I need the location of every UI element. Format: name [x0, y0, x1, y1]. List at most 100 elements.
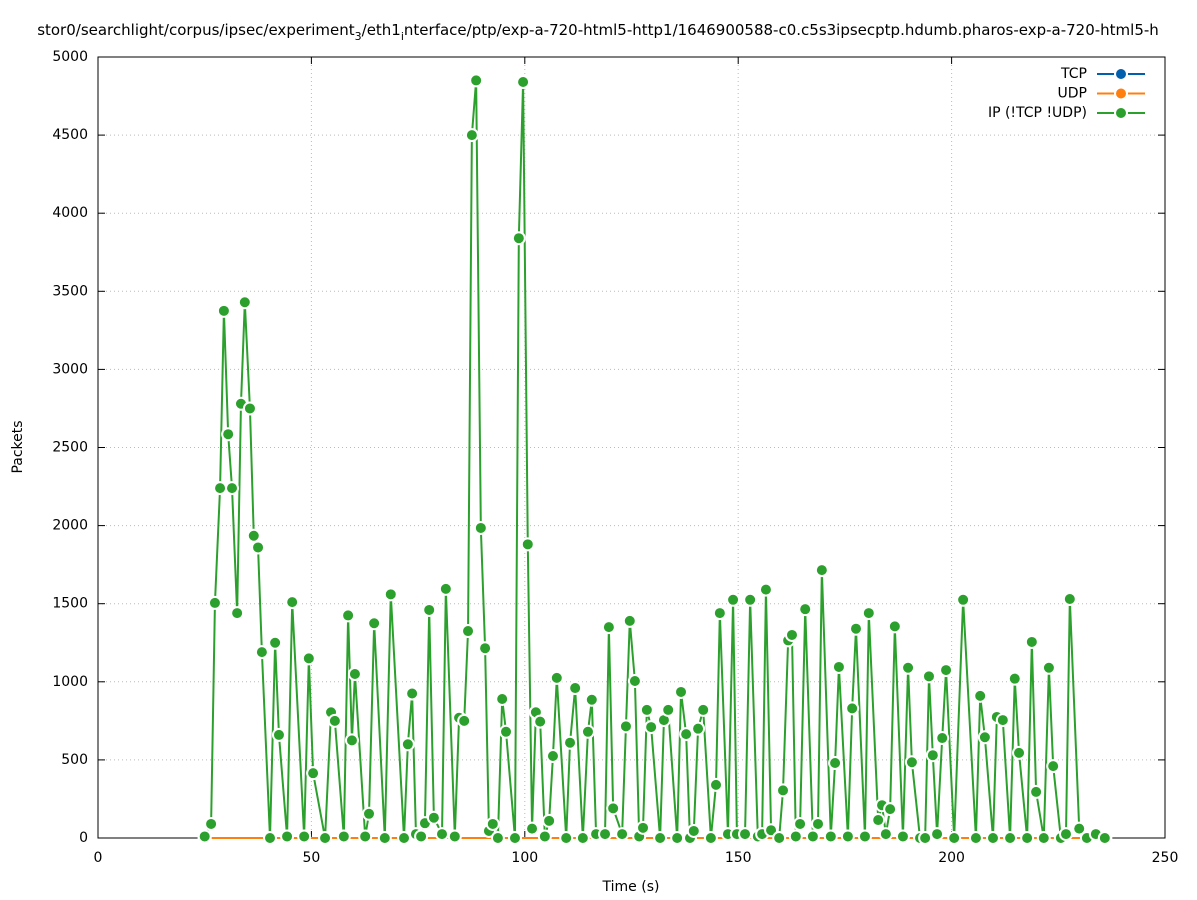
data-point: [772, 831, 787, 845]
data-point: [930, 827, 945, 842]
data-point: [271, 727, 286, 742]
data-point: [793, 816, 808, 831]
y-tick-label: 3000: [52, 361, 88, 377]
title-part: nterface/ptp/exp-a-720-html5-http1/16469…: [404, 21, 1159, 39]
data-point: [318, 831, 333, 845]
data-point: [426, 810, 441, 825]
data-point: [639, 702, 654, 717]
data-point: [823, 829, 838, 844]
data-point: [549, 670, 564, 685]
y-tick-label: 1000: [52, 674, 88, 690]
legend-label: UDP: [1058, 86, 1087, 102]
data-point: [301, 651, 316, 666]
data-point: [397, 831, 412, 845]
data-point: [435, 827, 450, 842]
data-point: [563, 735, 578, 750]
x-tick-label: 250: [1152, 850, 1179, 866]
y-tick-label: 500: [61, 752, 88, 768]
data-point: [956, 592, 971, 607]
x-axis-label: Time (s): [602, 879, 660, 895]
data-point: [901, 660, 916, 675]
data-point: [559, 831, 574, 845]
data-point: [686, 823, 701, 838]
data-point: [263, 831, 278, 845]
data-point: [545, 748, 560, 763]
data-point: [1062, 592, 1077, 607]
data-point: [679, 727, 694, 742]
data-point: [237, 295, 252, 310]
data-point: [627, 674, 642, 689]
title-part: 3: [355, 30, 362, 43]
y-tick-label: 2000: [52, 518, 88, 534]
data-point: [935, 731, 950, 746]
data-point: [461, 624, 476, 639]
data-point: [904, 755, 919, 770]
data-point: [857, 829, 872, 844]
x-tick-label: 100: [511, 850, 538, 866]
data-point: [968, 831, 983, 845]
data-point: [204, 816, 219, 831]
legend-label: TCP: [1060, 66, 1087, 82]
data-point: [776, 783, 791, 798]
data-point: [341, 608, 356, 623]
data-point: [464, 128, 479, 143]
data-point: [895, 829, 910, 844]
x-tick-label: 150: [725, 850, 752, 866]
data-point: [674, 684, 689, 699]
y-tick-label: 1500: [52, 596, 88, 612]
data-point: [636, 820, 651, 835]
data-point: [1072, 821, 1087, 836]
data-point: [985, 831, 1000, 845]
data-point: [447, 829, 462, 844]
data-point: [644, 720, 659, 735]
data-point: [580, 724, 595, 739]
data-point: [606, 801, 621, 816]
data-point: [622, 613, 637, 628]
data-point: [784, 627, 799, 642]
data-point: [358, 829, 373, 844]
data-point: [405, 686, 420, 701]
data-point: [618, 719, 633, 734]
data-point: [828, 756, 843, 771]
data-point: [1020, 831, 1035, 845]
data-point: [871, 813, 886, 828]
data-point: [1046, 759, 1061, 774]
data-point: [207, 595, 222, 610]
title-part: stor0/searchlight/corpus/ipsec/experimen…: [37, 21, 355, 39]
data-point: [1007, 671, 1022, 686]
data-point: [703, 831, 718, 845]
data-point: [568, 681, 583, 696]
data-point: [213, 481, 228, 496]
x-tick-label: 200: [938, 850, 965, 866]
data-point: [246, 528, 261, 543]
data-point: [533, 714, 548, 729]
data-point: [788, 829, 803, 844]
data-point: [831, 659, 846, 674]
data-point: [887, 619, 902, 634]
data-point: [925, 748, 940, 763]
data-point: [939, 663, 954, 678]
legend-label: IP (!TCP !UDP): [988, 105, 1087, 121]
data-point: [883, 802, 898, 817]
legend-marker: [1114, 86, 1128, 101]
data-point: [383, 587, 398, 602]
data-point: [712, 606, 727, 621]
data-point: [814, 563, 829, 578]
data-point: [878, 827, 893, 842]
data-point: [537, 829, 552, 844]
data-point: [709, 777, 724, 792]
data-point: [268, 635, 283, 650]
data-point: [511, 231, 526, 246]
data-point: [1097, 831, 1112, 845]
data-point: [798, 602, 813, 617]
x-tick-label: 50: [302, 850, 320, 866]
title-part: /eth1: [362, 21, 401, 39]
data-point: [197, 829, 212, 844]
data-point: [362, 806, 377, 821]
data-point: [696, 702, 711, 717]
data-point: [1058, 827, 1073, 842]
data-point: [601, 620, 616, 635]
data-point: [542, 813, 557, 828]
y-tick-label: 0: [79, 830, 88, 846]
data-point: [661, 702, 676, 717]
